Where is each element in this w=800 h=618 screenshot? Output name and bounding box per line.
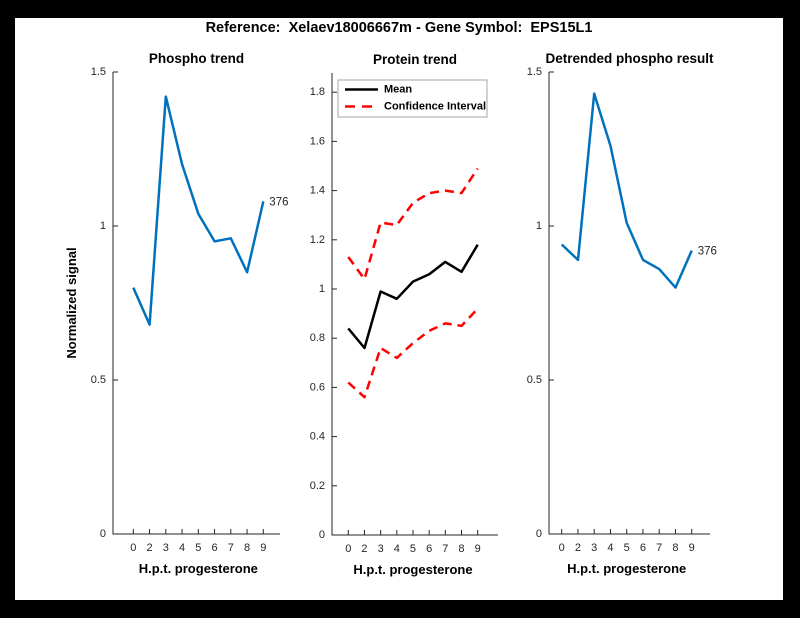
subplot-title: Detrended phospho result (545, 51, 714, 66)
x-tick-label: 0 (130, 542, 136, 554)
y-tick-label: 1.4 (310, 185, 325, 197)
subplot-title: Protein trend (373, 52, 457, 67)
legend-item-label: Mean (384, 84, 412, 96)
y-tick-label: 0.2 (310, 480, 325, 492)
x-tick-label: 5 (195, 542, 201, 554)
x-tick-label: 9 (689, 542, 695, 554)
x-tick-label: 8 (458, 543, 464, 555)
x-tick-label: 5 (624, 542, 630, 554)
x-axis-label: H.p.t. progesterone (353, 562, 472, 577)
x-tick-label: 3 (163, 542, 169, 554)
x-tick-label: 5 (410, 543, 416, 555)
x-tick-label: 3 (378, 543, 384, 555)
legend-box (337, 79, 488, 118)
axis-spine (112, 72, 280, 535)
y-tick-label: 0 (100, 528, 106, 540)
subplot-title: Phospho trend (149, 51, 244, 66)
axis-spine (331, 73, 498, 536)
x-tick-label: 7 (442, 543, 448, 555)
axis-spine (548, 72, 710, 535)
x-tick-label: 8 (672, 542, 678, 554)
y-tick-label: 1 (319, 283, 325, 295)
x-tick-label: 2 (361, 543, 367, 555)
x-axis-label: H.p.t. progesterone (139, 561, 258, 576)
x-tick-label: 6 (211, 542, 217, 554)
y-tick-label: 1.2 (310, 234, 325, 246)
x-tick-label: 6 (426, 543, 432, 555)
y-tick-label: 0 (536, 528, 542, 540)
series-ci-lower (347, 307, 479, 399)
legend: Mean Confidence Interval (337, 79, 488, 118)
x-tick-label: 9 (475, 543, 481, 555)
x-tick-label: 0 (559, 542, 565, 554)
x-tick-label: 7 (656, 542, 662, 554)
y-tick-label: 0.5 (527, 374, 542, 386)
y-tick-label: 0.5 (91, 374, 106, 386)
x-tick-label: 3 (591, 542, 597, 554)
x-tick-label: 2 (575, 542, 581, 554)
y-tick-label: 1.5 (527, 66, 542, 78)
series-phospho-signal (132, 95, 265, 326)
y-tick-label: 1.8 (310, 86, 325, 98)
subplot-protein-trend: 00.20.40.60.811.21.41.61.80 2 3 4 5 6 7 8 9Prote… (310, 52, 498, 577)
y-tick-label: 0.6 (310, 381, 325, 393)
legend-item-label: Confidence Interval (384, 101, 486, 113)
y-axis-label: Normalized signal (64, 247, 79, 358)
x-tick-label: 4 (607, 542, 613, 554)
y-tick-label: 1.5 (91, 66, 106, 78)
y-tick-label: 0 (319, 529, 325, 541)
x-tick-label: 4 (179, 542, 185, 554)
x-tick-label: 4 (394, 543, 400, 555)
series-ci-upper (347, 167, 479, 281)
end-label: 376 (269, 196, 288, 208)
x-tick-label: 8 (244, 542, 250, 554)
x-tick-label: 7 (228, 542, 234, 554)
x-tick-label: 0 (345, 543, 351, 555)
series-detrended-signal (560, 92, 693, 289)
y-tick-label: 1 (100, 220, 106, 232)
x-axis-label: H.p.t. progesterone (567, 561, 686, 576)
x-tick-label: 6 (640, 542, 646, 554)
x-tick-label: 9 (260, 542, 266, 554)
y-tick-label: 1 (536, 220, 542, 232)
figure-title: Reference: Xelaev18006667m - Gene Symbol… (205, 20, 593, 36)
y-tick-label: 0.4 (310, 431, 325, 443)
y-tick-label: 1.6 (310, 135, 325, 147)
x-tick-label: 2 (146, 542, 152, 554)
end-label: 376 (698, 246, 717, 258)
series-mean (347, 244, 479, 350)
y-tick-label: 0.8 (310, 332, 325, 344)
